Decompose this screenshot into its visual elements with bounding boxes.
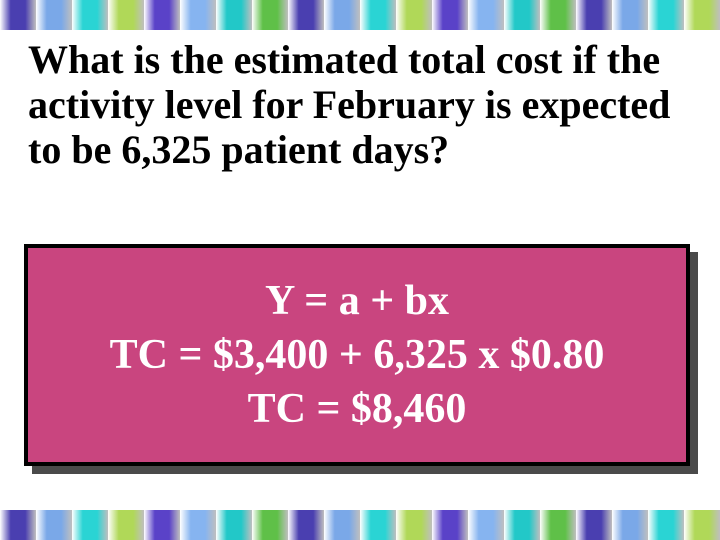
border-segment [540,0,576,30]
border-segment [468,510,504,540]
border-segment [432,510,468,540]
decorative-border-bottom [0,510,720,540]
border-segment [288,0,324,30]
border-segment [252,0,288,30]
border-segment [432,0,468,30]
border-segment [504,0,540,30]
border-segment [216,0,252,30]
border-segment [144,0,180,30]
border-segment [576,510,612,540]
border-segment [396,510,432,540]
border-segment [468,0,504,30]
border-segment [396,0,432,30]
border-segment [576,0,612,30]
border-segment [36,510,72,540]
border-segment [144,510,180,540]
border-segment [252,510,288,540]
border-segment [216,510,252,540]
border-segment [360,0,396,30]
border-segment [180,510,216,540]
border-segment [108,0,144,30]
question-text: What is the estimated total cost if the … [28,38,692,172]
answer-line-2: TC = $3,400 + 6,325 x $0.80 [110,331,605,379]
border-segment [288,510,324,540]
border-segment [540,510,576,540]
border-segment [360,510,396,540]
border-segment [684,0,720,30]
border-segment [504,510,540,540]
border-segment [0,510,36,540]
border-segment [72,510,108,540]
border-segment [612,0,648,30]
answer-line-1: Y = a + bx [265,277,449,325]
decorative-border-top [0,0,720,30]
border-segment [324,0,360,30]
border-segment [324,510,360,540]
border-segment [180,0,216,30]
border-segment [72,0,108,30]
border-segment [0,0,36,30]
border-segment [612,510,648,540]
border-segment [36,0,72,30]
border-segment [684,510,720,540]
answer-line-3: TC = $8,460 [248,385,467,433]
border-segment [108,510,144,540]
border-segment [648,510,684,540]
border-segment [648,0,684,30]
answer-box: Y = a + bx TC = $3,400 + 6,325 x $0.80 T… [24,244,690,466]
